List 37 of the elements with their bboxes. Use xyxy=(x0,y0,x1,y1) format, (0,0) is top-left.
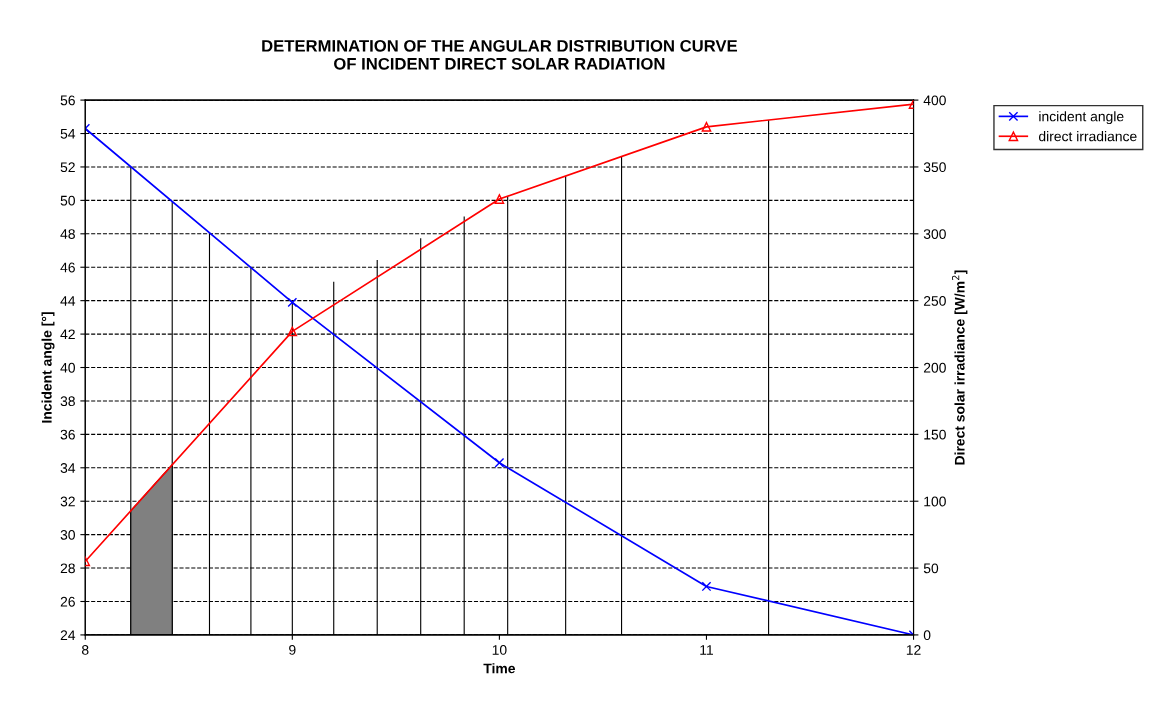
y2-tick-label: 150 xyxy=(924,429,946,440)
x-tick-label: 10 xyxy=(492,645,507,655)
y-tick-label: 36 xyxy=(60,429,75,440)
x-tick-label: 12 xyxy=(906,645,921,655)
y-tick-label: 30 xyxy=(60,529,75,540)
y2-tick-label: 50 xyxy=(923,563,939,574)
y2-axis-title: Direct solar irradiance [W/m$^{2}$] xyxy=(951,270,968,465)
y-tick-label: 44 xyxy=(60,296,76,306)
y-tick-label: 26 xyxy=(60,596,75,607)
y2-tick-label: 350 xyxy=(923,162,946,173)
y-tick-label: 40 xyxy=(60,362,75,373)
y-tick-label: 24 xyxy=(60,630,76,640)
y-tick-label: 38 xyxy=(60,396,75,407)
y-tick-label: 46 xyxy=(60,262,75,273)
y-tick-label: 48 xyxy=(60,229,75,239)
y2-tick-label: 300 xyxy=(923,229,946,239)
legend-label: direct irradiance xyxy=(1038,131,1137,142)
y-tick-label: 54 xyxy=(60,129,76,139)
y-tick-label: 56 xyxy=(60,95,75,106)
y-tick-label: 52 xyxy=(60,162,75,173)
chart-title: DETERMINATION OF THE ANGULAR DISTRIBUTION CURVE OF INCIDENT DIRECT SOLAR RADIATION xyxy=(262,39,738,70)
x-axis-title: Time xyxy=(483,663,516,674)
y2-tick-label: 250 xyxy=(923,295,946,306)
x-tick-label: 8 xyxy=(81,645,89,655)
y2-tick-label: 200 xyxy=(923,362,946,373)
y-tick-label: 34 xyxy=(60,463,76,473)
y2-tick-label: 400 xyxy=(923,95,946,106)
legend-label: incident angle xyxy=(1039,111,1124,125)
y-tick-label: 28 xyxy=(60,563,75,574)
x-tick-label: 9 xyxy=(289,645,296,655)
y-axis-title: Incident angle [°] xyxy=(41,312,55,423)
y-tick-label: 50 xyxy=(60,195,75,206)
y-tick-label: 42 xyxy=(60,329,75,340)
y-tick-label: 32 xyxy=(60,496,75,507)
x-tick-label: 11 xyxy=(700,645,713,655)
y2-tick-label: 0 xyxy=(923,630,931,641)
y2-tick-label: 100 xyxy=(924,496,946,507)
